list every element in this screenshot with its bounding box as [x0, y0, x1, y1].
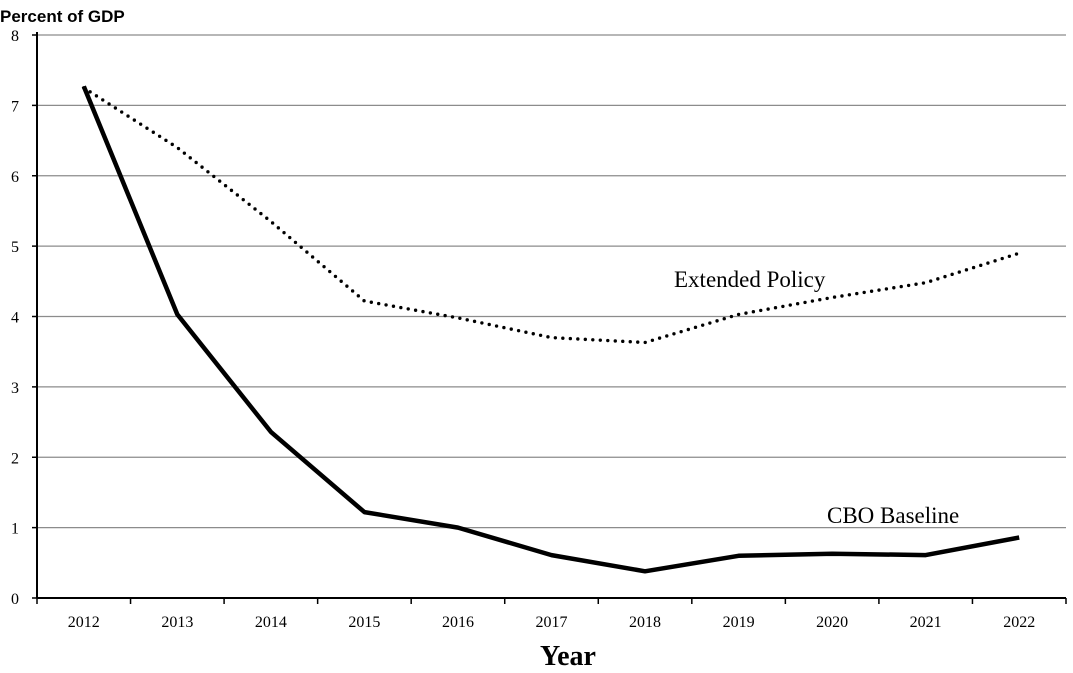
x-ticks: 2012 2013 2014 2015 2016 2017 2018 2019 2020 2021…: [36, 598, 1067, 631]
x-tick-label: 2022: [1003, 614, 1035, 631]
x-tick-label: 2017: [536, 614, 568, 631]
x-tick-label: 2018: [629, 614, 661, 631]
x-tick-label: 2019: [723, 614, 755, 631]
y-tick-label: 6: [11, 169, 19, 186]
y-tick-label: 7: [11, 98, 19, 115]
y-tick-label: 2: [11, 450, 19, 467]
y-tick-label: 5: [11, 239, 19, 256]
x-tick-label: 2020: [816, 614, 848, 631]
y-tick-label: 1: [11, 521, 19, 538]
y-axis-title: Percent of GDP: [0, 7, 125, 26]
y-tick-label: 4: [11, 310, 19, 327]
gridlines: [37, 34, 1066, 529]
series-line-cbo-baseline: [81, 85, 1020, 574]
x-tick-label: 2014: [255, 614, 287, 631]
x-tick-label: 2013: [161, 614, 193, 631]
series-layer: [81, 85, 1021, 574]
series-label-extended-policy: Extended Policy: [674, 267, 826, 292]
x-tick-label: 2016: [442, 614, 474, 631]
x-axis-title: Year: [540, 641, 596, 672]
x-tick-label: 2015: [348, 614, 380, 631]
series-label-cbo-baseline: CBO Baseline: [827, 503, 959, 528]
y-tick-label: 3: [11, 380, 19, 397]
series-line-extended-policy: [82, 86, 1021, 345]
y-tick-label: 0: [11, 591, 19, 608]
x-tick-label: 2021: [910, 614, 942, 631]
y-ticks: 0 1 2 3 4 5 6 7 8: [11, 28, 37, 608]
x-tick-label: 2012: [68, 614, 100, 631]
y-tick-label: 8: [11, 28, 19, 45]
